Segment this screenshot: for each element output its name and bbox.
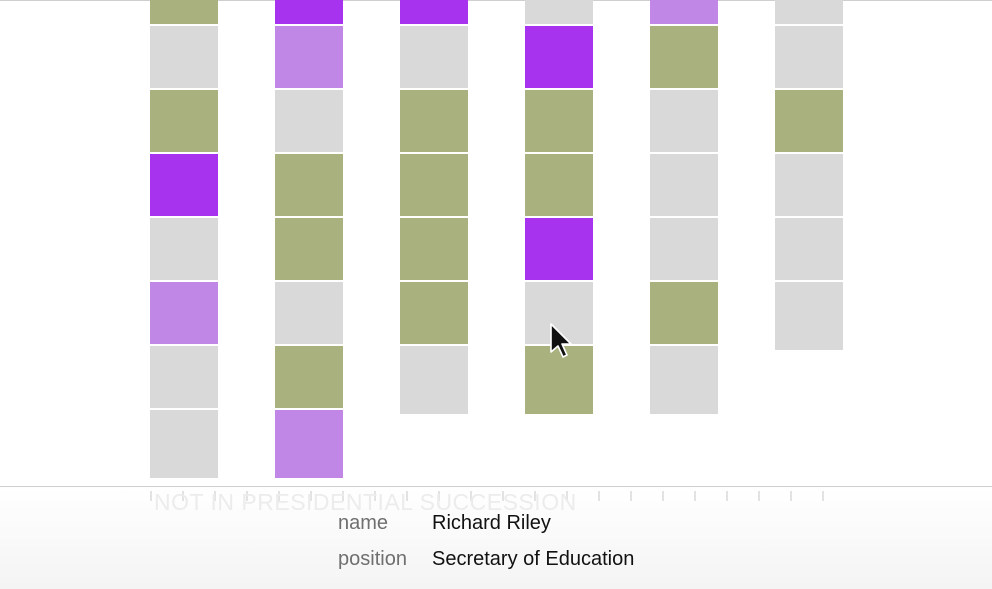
cell-gray[interactable]	[775, 26, 843, 88]
cell-gray[interactable]	[650, 90, 718, 152]
cabinet-grid	[150, 0, 843, 478]
cell-gray[interactable]	[400, 26, 468, 88]
cell-gray[interactable]	[775, 218, 843, 280]
cell-gray[interactable]	[400, 346, 468, 414]
cell-green[interactable]	[150, 90, 218, 152]
tooltip-row-name: name Richard Riley	[338, 512, 551, 535]
cell-green[interactable]	[400, 282, 468, 344]
cell-lavender[interactable]	[650, 0, 718, 24]
cell-gray[interactable]	[775, 282, 843, 350]
cell-purple[interactable]	[150, 154, 218, 216]
cell-purple[interactable]	[525, 26, 593, 88]
cell-green[interactable]	[775, 90, 843, 152]
top-border	[0, 0, 992, 1]
cell-gray[interactable]	[150, 346, 218, 408]
cell-gray[interactable]	[650, 154, 718, 216]
tooltip-heading: NOT IN PRESIDENTIAL SUCCESSION	[154, 489, 577, 515]
tooltip-key: position	[338, 548, 407, 570]
cell-gray[interactable]	[775, 0, 843, 24]
tooltip-row-position: position Secretary of Education	[338, 548, 634, 571]
cell-green[interactable]	[400, 154, 468, 216]
tooltip-panel: NOT IN PRESIDENTIAL SUCCESSION name Richa…	[0, 486, 992, 589]
cell-green[interactable]	[650, 26, 718, 88]
cell-green[interactable]	[400, 90, 468, 152]
cell-green[interactable]	[400, 218, 468, 280]
cell-gray[interactable]	[275, 282, 343, 344]
cell-gray[interactable]	[150, 218, 218, 280]
cell-lavender[interactable]	[275, 410, 343, 478]
tooltip-key: name	[338, 512, 389, 534]
arrow-cursor-icon	[550, 323, 572, 358]
cell-green[interactable]	[275, 154, 343, 216]
cell-gray[interactable]	[150, 410, 218, 478]
tooltip-value: Richard Riley	[432, 512, 551, 534]
cell-gray[interactable]	[775, 154, 843, 216]
cell-green[interactable]	[150, 0, 218, 24]
cell-green[interactable]	[525, 154, 593, 216]
cell-purple[interactable]	[275, 0, 343, 24]
cell-green[interactable]	[275, 218, 343, 280]
cell-green[interactable]	[650, 282, 718, 344]
cell-gray[interactable]	[650, 346, 718, 414]
cell-gray[interactable]	[150, 26, 218, 88]
cell-green[interactable]	[525, 346, 593, 414]
cell-lavender[interactable]	[275, 26, 343, 88]
cell-gray[interactable]	[275, 90, 343, 152]
faded-axis-dashes	[150, 491, 850, 501]
tooltip-value: Secretary of Education	[432, 548, 635, 570]
cell-gray[interactable]	[525, 0, 593, 24]
cell-purple[interactable]	[400, 0, 468, 24]
cell-gray[interactable]	[650, 218, 718, 280]
cell-green[interactable]	[525, 90, 593, 152]
cell-purple[interactable]	[525, 218, 593, 280]
cell-lavender[interactable]	[150, 282, 218, 344]
cell-green[interactable]	[275, 346, 343, 408]
